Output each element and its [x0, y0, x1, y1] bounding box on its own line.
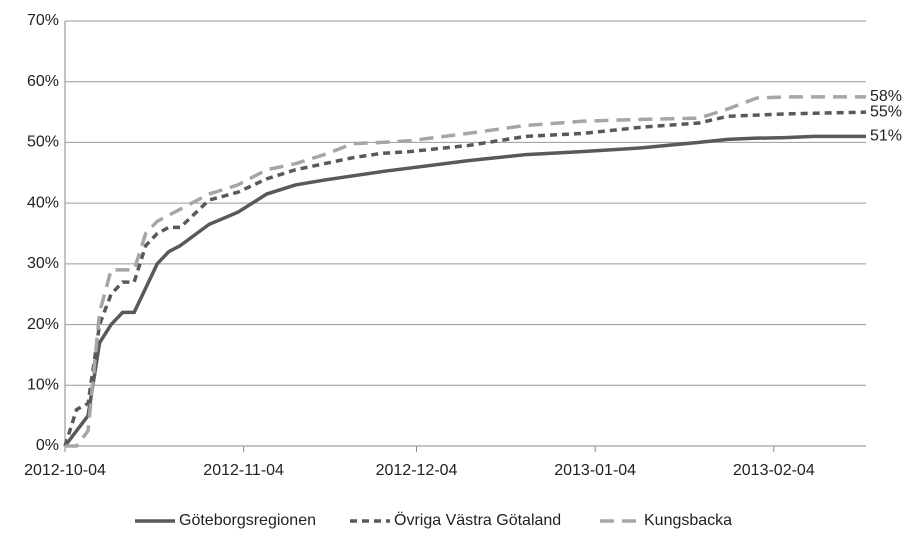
x-tick-label: 2013-02-04	[733, 462, 815, 479]
y-tick-label: 10%	[27, 377, 59, 394]
y-tick-label: 30%	[27, 255, 59, 272]
y-tick-label: 70%	[27, 12, 59, 29]
end-label: 55%	[870, 103, 902, 120]
end-label: 51%	[870, 128, 902, 145]
series-line	[63, 110, 867, 447]
legend-label: Övriga Västra Götaland	[394, 511, 561, 529]
x-tick-label: 2012-12-04	[376, 462, 458, 479]
legend-label: Kungsbacka	[644, 512, 732, 529]
end-label: 58%	[870, 88, 902, 105]
series-line	[65, 95, 866, 448]
y-tick-label: 40%	[27, 194, 59, 211]
y-tick-label: 60%	[27, 73, 59, 90]
series-line	[63, 134, 866, 448]
x-tick-label: 2012-10-04	[24, 462, 106, 479]
y-tick-label: 20%	[27, 316, 59, 333]
x-tick-label: 2013-01-04	[554, 462, 636, 479]
legend-label: Göteborgsregionen	[179, 512, 316, 529]
x-tick-label: 2012-11-04	[203, 462, 284, 479]
y-tick-label: 50%	[27, 134, 59, 151]
y-tick-label: 0%	[36, 437, 59, 454]
